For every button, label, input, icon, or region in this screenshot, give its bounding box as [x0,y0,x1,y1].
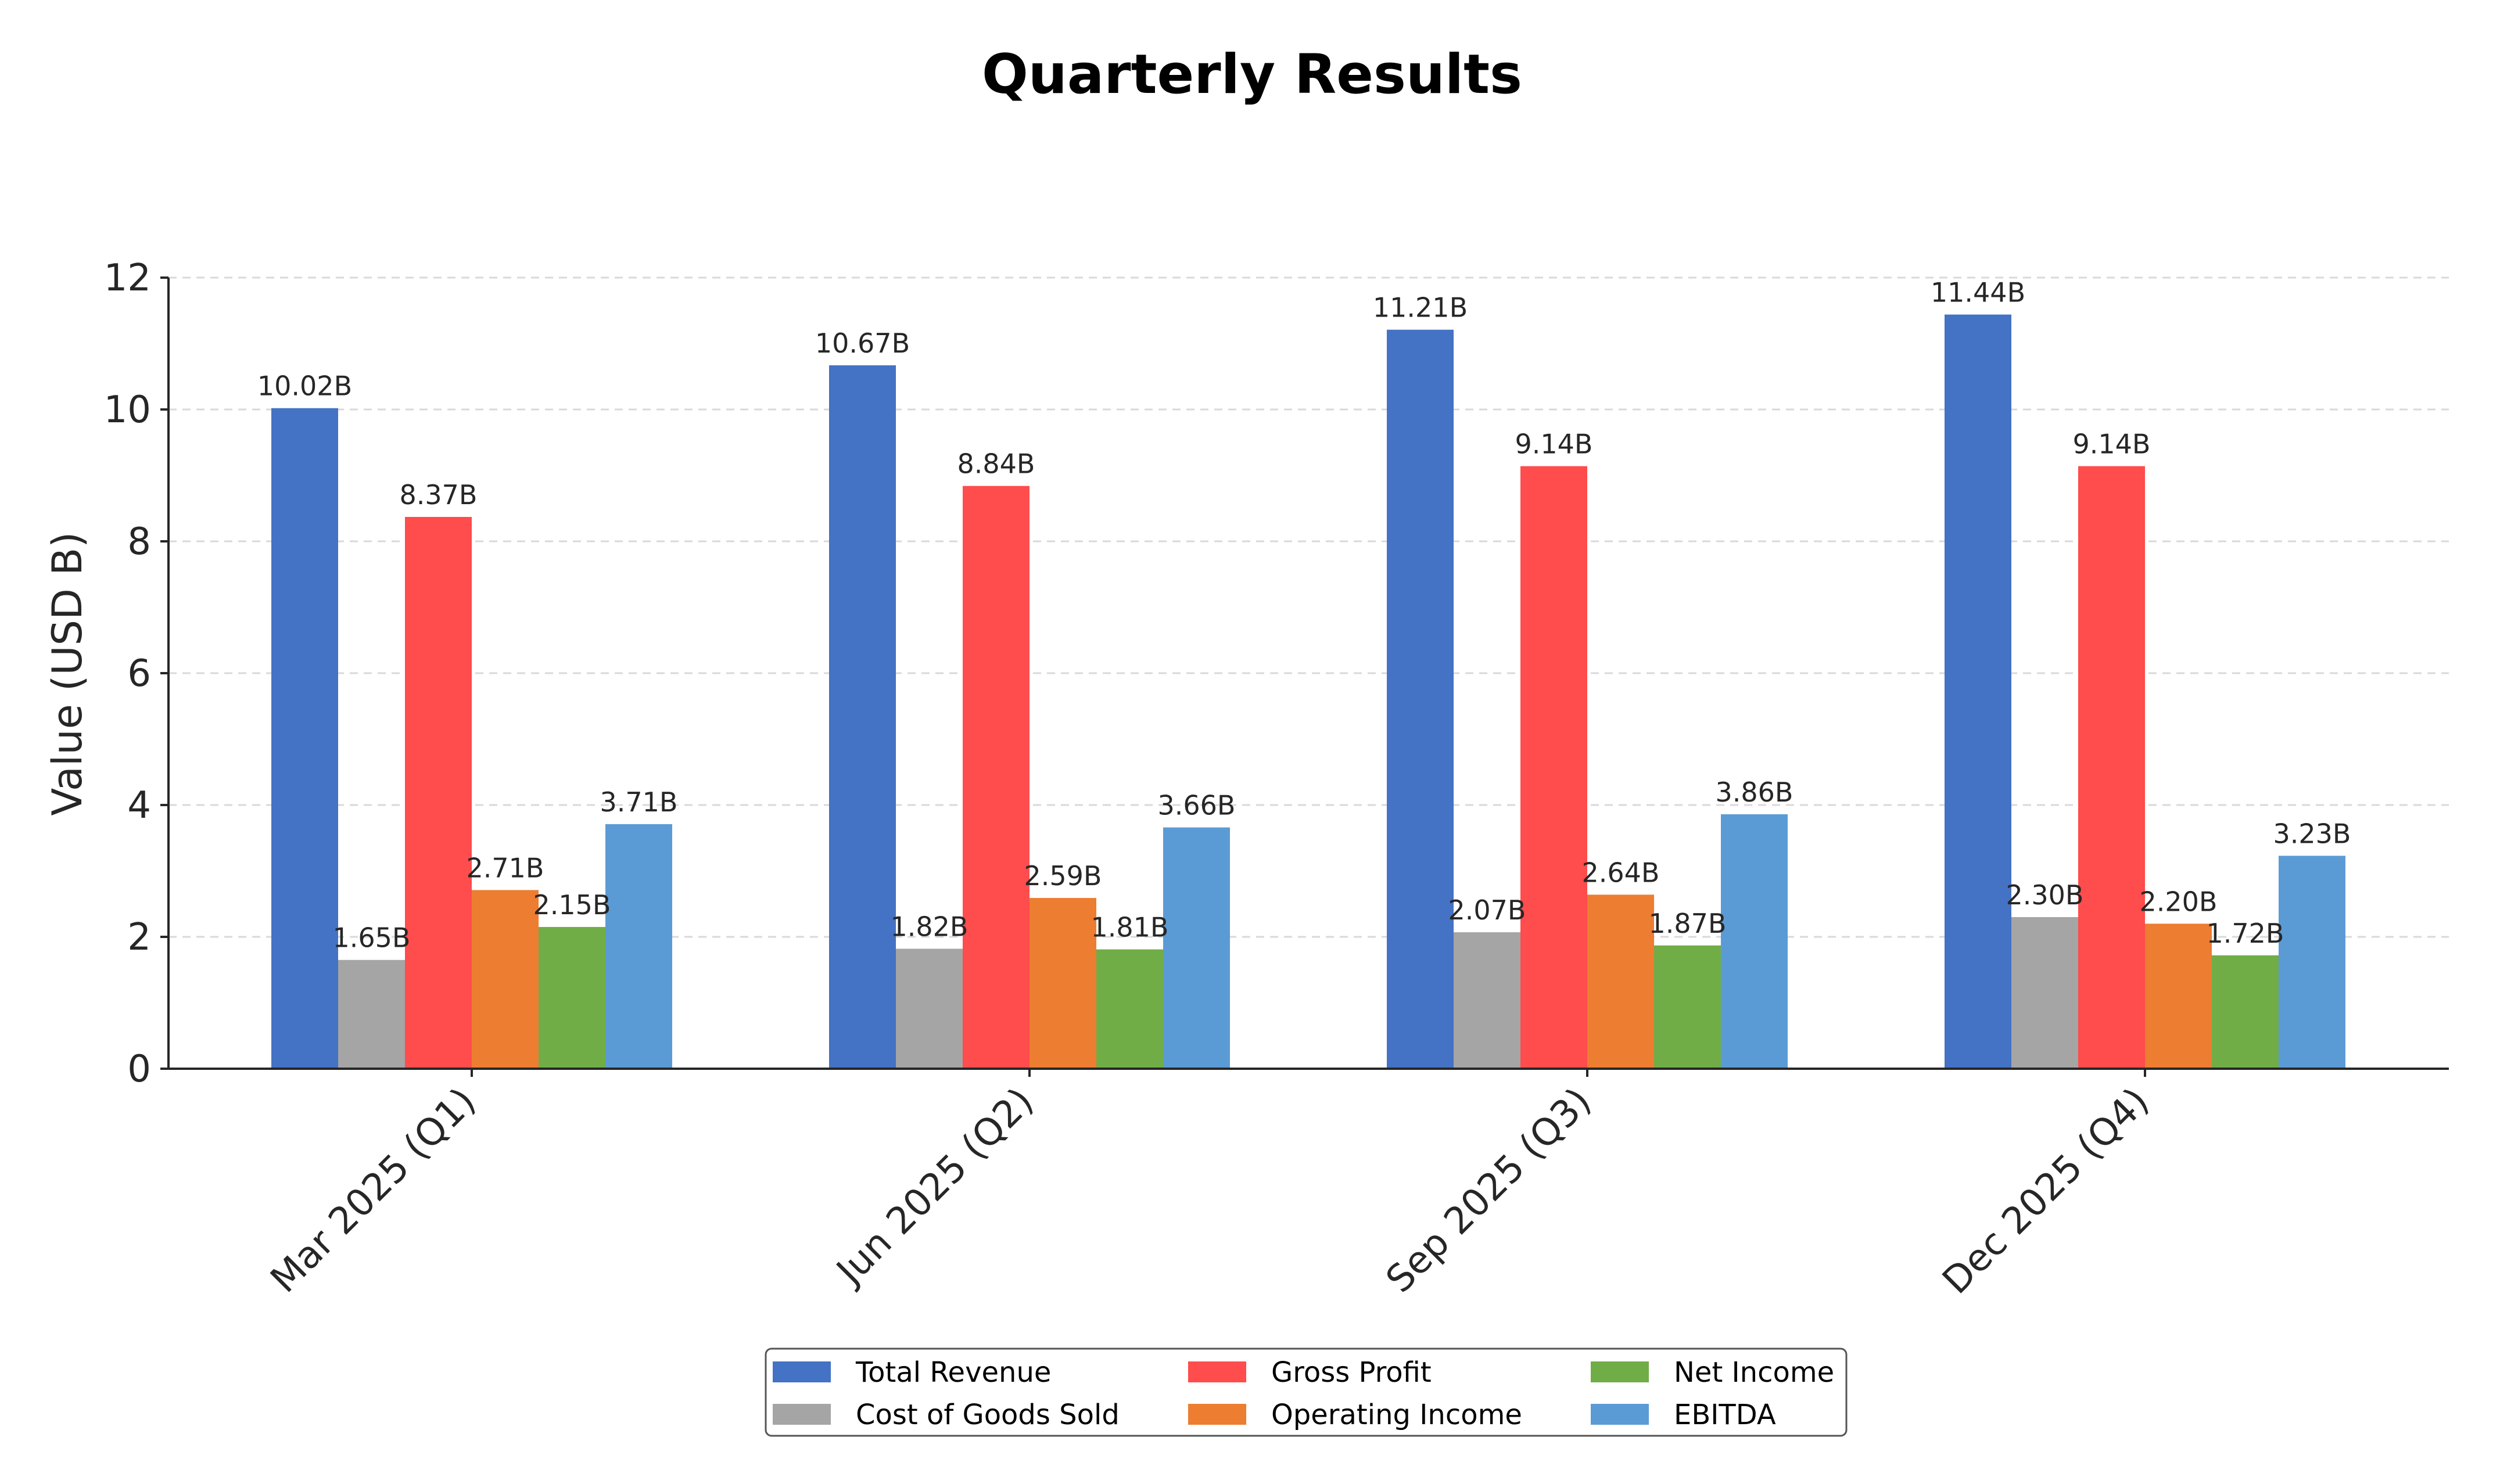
bar-s5-c2 [1721,814,1788,1069]
bar-s0-c1 [829,365,896,1069]
y-tick-label-5: 10 [104,389,151,432]
x-tick-label-2: Sep 2025 (Q3) [1378,1080,1599,1301]
data-label-s2-c3: 9.14B [2073,429,2151,460]
legend-label-0: Total Revenue [855,1356,1051,1389]
legend-swatch-2 [1188,1361,1246,1382]
data-label-s4-c0: 2.15B [533,889,611,921]
bars [271,314,2345,1069]
data-label-s0-c2: 11.21B [1373,292,1468,324]
legend-label-4: Net Income [1674,1356,1834,1389]
bar-s5-c1 [1163,827,1230,1069]
bar-s2-c3 [2078,466,2145,1069]
bar-s5-c3 [2279,856,2345,1069]
data-label-s1-c0: 1.65B [333,922,411,954]
bar-s3-c1 [1030,898,1096,1069]
y-tick-label-3: 6 [127,652,151,695]
bar-s0-c0 [271,408,338,1069]
bar-s4-c0 [539,926,605,1069]
data-label-s5-c2: 3.86B [1716,777,1793,808]
data-label-s4-c2: 1.87B [1649,908,1727,939]
data-label-s5-c0: 3.71B [600,786,678,818]
bar-s3-c0 [472,890,539,1069]
legend-label-2: Gross Profit [1271,1356,1432,1389]
data-label-s3-c2: 2.64B [1582,857,1660,888]
legend-swatch-0 [773,1361,831,1382]
data-label-s3-c1: 2.59B [1024,860,1102,892]
x-tick-label-1: Jun 2025 (Q2) [827,1080,1042,1295]
legend-frame [765,1348,1848,1437]
y-tick-label-1: 2 [127,916,151,959]
bar-s4-c2 [1654,945,1721,1069]
legend-swatch-3 [1188,1404,1246,1425]
legend: Total Revenue Cost of Goods Sold Gross Pro… [765,1348,1848,1437]
data-label-s0-c1: 10.67B [815,328,910,359]
data-label-s4-c3: 1.72B [2207,918,2284,949]
data-label-s5-c3: 3.23B [2273,818,2351,849]
bar-s5-c0 [605,824,672,1069]
legend-label-1: Cost of Goods Sold [856,1399,1120,1431]
bar-s4-c1 [1096,949,1163,1069]
data-label-s2-c2: 9.14B [1515,429,1593,460]
y-tick-label-4: 8 [127,520,151,563]
bar-s3-c2 [1587,894,1654,1069]
legend-label-5: EBITDA [1674,1399,1776,1431]
data-label-s0-c3: 11.44B [1931,277,2025,308]
data-label-s0-c0: 10.02B [257,371,352,402]
data-labels: 10.02B 10.67B 11.21B 11.44B 1.65B 1.82B 2.07B 2… [257,277,2351,954]
data-label-s2-c0: 8.37B [400,479,478,511]
legend-swatch-4 [1591,1361,1649,1382]
y-axis-label: Value (USD B) [44,532,91,816]
data-label-s4-c1: 1.81B [1091,912,1169,943]
data-label-s3-c0: 2.71B [467,852,544,883]
data-label-s1-c3: 2.30B [2006,879,2084,911]
y-tick-label-6: 12 [104,257,151,300]
data-label-s2-c1: 8.84B [957,448,1035,480]
x-tick-label-3: Dec 2025 (Q4) [1935,1080,2158,1303]
x-tick-label-0: Mar 2025 (Q1) [263,1080,484,1301]
bar-s2-c0 [405,517,472,1069]
bar-s1-c0 [338,960,405,1069]
bar-s1-c1 [896,948,963,1069]
bar-s2-c1 [963,486,1030,1069]
bar-s1-c3 [2011,917,2078,1069]
legend-swatch-5 [1591,1404,1649,1425]
data-label-s5-c1: 3.66B [1158,790,1236,821]
data-label-s1-c2: 2.07B [1448,894,1526,926]
data-label-s1-c1: 1.82B [891,911,968,942]
bar-s0-c2 [1387,329,1454,1069]
bar-s3-c3 [2145,924,2212,1069]
data-label-s3-c3: 2.20B [2140,886,2218,917]
legend-swatch-1 [773,1404,831,1425]
legend-label-3: Operating Income [1271,1399,1522,1431]
bar-s2-c2 [1520,466,1587,1069]
bar-s4-c3 [2212,955,2279,1069]
y-tick-label-0: 0 [127,1048,151,1091]
chart-title: Quarterly Results [982,43,1522,106]
bar-s0-c3 [1945,314,2011,1069]
bar-s1-c2 [1454,932,1520,1069]
y-tick-label-2: 4 [127,784,151,827]
